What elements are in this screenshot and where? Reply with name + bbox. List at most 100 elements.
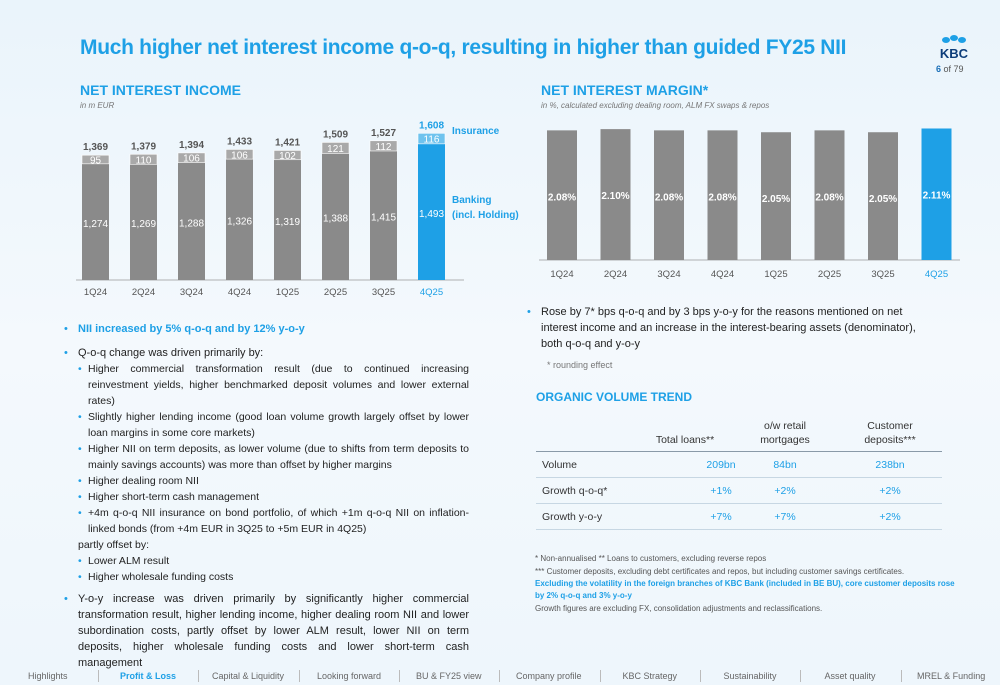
nii-label-banking: 1,274 [83, 219, 108, 230]
sub-bullet-wholesale: • Higher wholesale funding costs [78, 569, 469, 585]
nav-divider [800, 670, 801, 682]
nav-item-profit-loss[interactable]: Profit & Loss [120, 671, 177, 681]
row-label: Growth y-o-y [542, 511, 603, 523]
row-label: Volume [542, 459, 578, 471]
table-row: Growth q-o-q* +1% +2% +2% [536, 478, 942, 504]
row-customer-deposits: +2% [879, 511, 901, 523]
footnote-4: Growth figures are excluding FX, consoli… [535, 604, 823, 613]
page-number-total: of 79 [943, 64, 964, 74]
nii-label-total: 1,433 [227, 136, 252, 147]
row-retail-mortgages: 84bn [773, 459, 797, 471]
nav-divider [599, 670, 601, 682]
bullet-nim-rose-text: Rose by 7* bps q-o-q and by 3 bps y-o-y … [541, 306, 916, 350]
nav-divider [499, 670, 500, 682]
nim-bar [707, 130, 738, 260]
nim-bar [868, 132, 898, 260]
sub-bullet-text: Higher NII on term deposits, as lower vo… [88, 443, 469, 471]
sub-bullet-cash-management: • Higher short-term cash management [78, 489, 469, 505]
row-total-loans: +1% [710, 485, 732, 497]
nii-bar-insurance [177, 152, 206, 163]
nav-item-asset-quality[interactable]: Asset quality [824, 671, 876, 681]
nim-tick-label: 2Q24 [604, 269, 627, 280]
nav-item-mrel-funding[interactable]: MREL & Funding [917, 671, 986, 681]
footnote-1: * Non-annualised ** Loans to customers, … [535, 554, 767, 563]
sub-bullet-dot: • [78, 475, 82, 487]
legend-banking: Banking (incl. Holding) [452, 193, 519, 223]
partly-offset-label: partly offset by: [78, 539, 150, 551]
nii-label-banking: 1,326 [227, 217, 252, 228]
page-number: 6 of 79 [936, 64, 964, 74]
sub-bullet-alm: • Lower ALM result [78, 553, 469, 569]
nii-unit: in m EUR [80, 101, 115, 110]
nii-label-total: 1,379 [131, 141, 156, 152]
bullet-dot: • [527, 306, 531, 318]
nii-label-total: 1,608 [419, 120, 444, 131]
nii-label-insurance: 106 [183, 154, 200, 165]
bullet-yoy-drivers: • Y-o-y increase was driven primarily by… [64, 591, 469, 671]
nav-divider [900, 670, 902, 682]
sub-bullet-lending: • Slightly higher lending income (good lo… [78, 409, 469, 441]
nav-item-sustainability[interactable]: Sustainability [723, 671, 777, 681]
nav-item-highlights[interactable]: Highlights [28, 671, 68, 681]
nav-item-kbc-strategy[interactable]: KBC Strategy [622, 671, 678, 681]
row-retail-mortgages: +7% [774, 511, 796, 523]
nim-bar [547, 130, 577, 260]
col-retail-mortgages: o/w retail mortgages [735, 419, 835, 447]
sub-bullet-term-deposits: • Higher NII on term deposits, as lower v… [78, 441, 469, 473]
nii-label-banking: 1,493 [419, 209, 444, 220]
nii-label-total: 1,509 [323, 129, 348, 140]
nii-heading: NET INTEREST INCOME [80, 82, 242, 98]
table-header-rule [536, 451, 942, 452]
rounding-note: * rounding effect [547, 360, 613, 370]
nii-label-banking: 1,269 [131, 219, 156, 230]
nav-item-looking-forward[interactable]: Looking forward [317, 671, 382, 681]
bullet-yoy-drivers-text: Y-o-y increase was driven primarily by s… [78, 593, 469, 669]
nii-chart: 1,274 95 1,369 1Q24 1,269 110 1,379 2Q24 1,288 10… [76, 120, 464, 298]
nim-chart: 2.08% 1Q24 2.10% 2Q24 2.08% 3Q24 2.08% 4Q24 2.05… [539, 128, 960, 280]
bullet-dot: • [64, 593, 68, 605]
nii-bar-insurance [417, 132, 446, 145]
nii-label-insurance: 116 [424, 135, 440, 146]
nii-label-insurance: 95 [90, 156, 102, 167]
bullet-nim-rose: • Rose by 7* bps q-o-q and by 3 bps y-o-… [527, 304, 921, 352]
nii-bar-banking [82, 163, 109, 280]
nii-label-insurance: 102 [279, 151, 296, 162]
nii-tick-label: 3Q25 [372, 287, 395, 298]
sub-bullet-text: Higher dealing room NII [88, 475, 199, 487]
nii-bar-insurance [129, 153, 158, 165]
nim-tick-label: 1Q24 [550, 269, 573, 280]
sub-bullet-dealing-room: • Higher dealing room NII [78, 473, 469, 489]
nii-tick-label: 2Q24 [132, 287, 155, 298]
bullet-qoq-drivers-text: Q-o-q change was driven primarily by: [78, 347, 264, 359]
nim-data-label: 2.11% [923, 190, 951, 201]
nii-bar-banking [130, 164, 157, 280]
bullet-qoq-drivers: • Q-o-q change was driven primarily by: [64, 345, 473, 361]
nii-label-total: 1,527 [371, 128, 396, 139]
sub-bullet-text: Slightly higher lending income (good loa… [88, 411, 469, 439]
nim-data-label: 2.05% [869, 194, 897, 205]
sub-bullet-text: Lower ALM result [88, 555, 170, 567]
row-total-loans: +7% [710, 511, 732, 523]
sub-bullet-dot: • [78, 491, 82, 503]
nim-heading: NET INTEREST MARGIN* [541, 82, 709, 98]
nii-bar-banking [418, 143, 445, 280]
nii-label-insurance: 110 [136, 155, 152, 166]
nii-tick-label: 4Q24 [228, 287, 251, 298]
col-customer-deposits: Customer deposits*** [840, 419, 940, 447]
nii-tick-label: 1Q25 [276, 287, 299, 298]
nii-bar-insurance [225, 149, 254, 160]
nii-bar-insurance [81, 154, 110, 165]
nav-item-capital-liquidity[interactable]: Capital & Liquidity [212, 671, 285, 681]
sub-bullet-dot: • [78, 411, 82, 423]
nim-bar [761, 132, 791, 260]
sub-bullet-text: Higher wholesale funding costs [88, 571, 234, 583]
table-row: Growth y-o-y +7% +7% +2% [536, 504, 942, 530]
nii-label-insurance: 112 [376, 142, 392, 153]
legend-insurance: Insurance [452, 126, 500, 137]
nim-tick-label: 4Q25 [925, 269, 948, 280]
nav-item-bu-fy25-view[interactable]: BU & FY25 view [416, 671, 482, 681]
nim-bar [654, 130, 684, 260]
nav-item-company-profile[interactable]: Company profile [516, 671, 582, 681]
row-total-loans: 209bn [706, 459, 736, 471]
nim-tick-label: 1Q25 [764, 269, 787, 280]
